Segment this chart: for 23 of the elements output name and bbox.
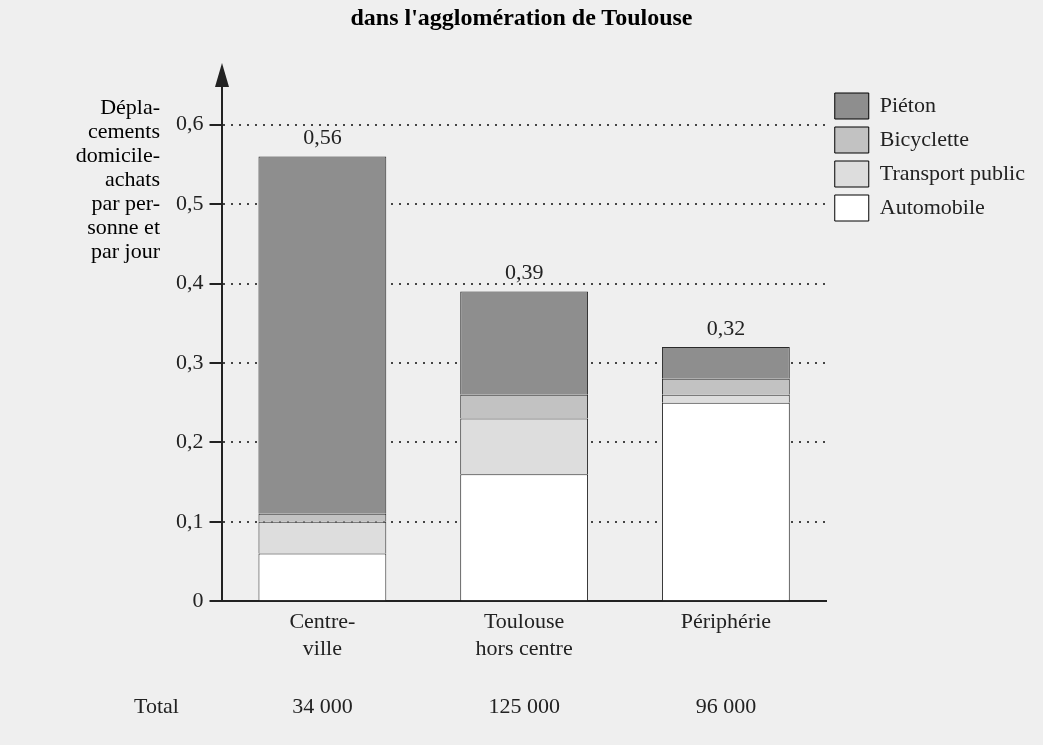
y-tick-label: 0,5: [176, 189, 204, 215]
x-tick-label: Toulouse hors centre: [475, 608, 573, 660]
chart-title: dans l'agglomération de Toulouse: [349, 4, 694, 31]
text: 34 000: [292, 693, 353, 719]
y-tick-label: 0,3: [176, 348, 204, 374]
text: 125 000: [488, 693, 560, 719]
y-axis-title: Dépla- cements domicile- achats par per- sonne et par jour: [74, 94, 160, 263]
legend-label: Bicyclette: [879, 125, 969, 151]
total-label: 0,56: [303, 124, 342, 150]
legend-label: Piéton: [879, 91, 936, 117]
text: 96 000: [695, 693, 757, 719]
legend-label: Transport public: [879, 159, 1026, 185]
total-label: 0,32: [706, 315, 746, 341]
text: Total: [134, 693, 179, 719]
x-tick-label: Centre-ville: [289, 608, 356, 660]
x-tick-label: Périphérie: [680, 608, 772, 634]
total-label: 0,39: [504, 259, 544, 285]
y-tick-label: 0,4: [176, 269, 204, 295]
legend-label: Automobile: [879, 193, 985, 219]
y-tick-label: 0,1: [176, 507, 204, 533]
y-tick-label: 0,2: [176, 428, 204, 454]
y-tick-label: 0: [192, 586, 204, 612]
y-tick-label: 0,6: [176, 110, 204, 136]
